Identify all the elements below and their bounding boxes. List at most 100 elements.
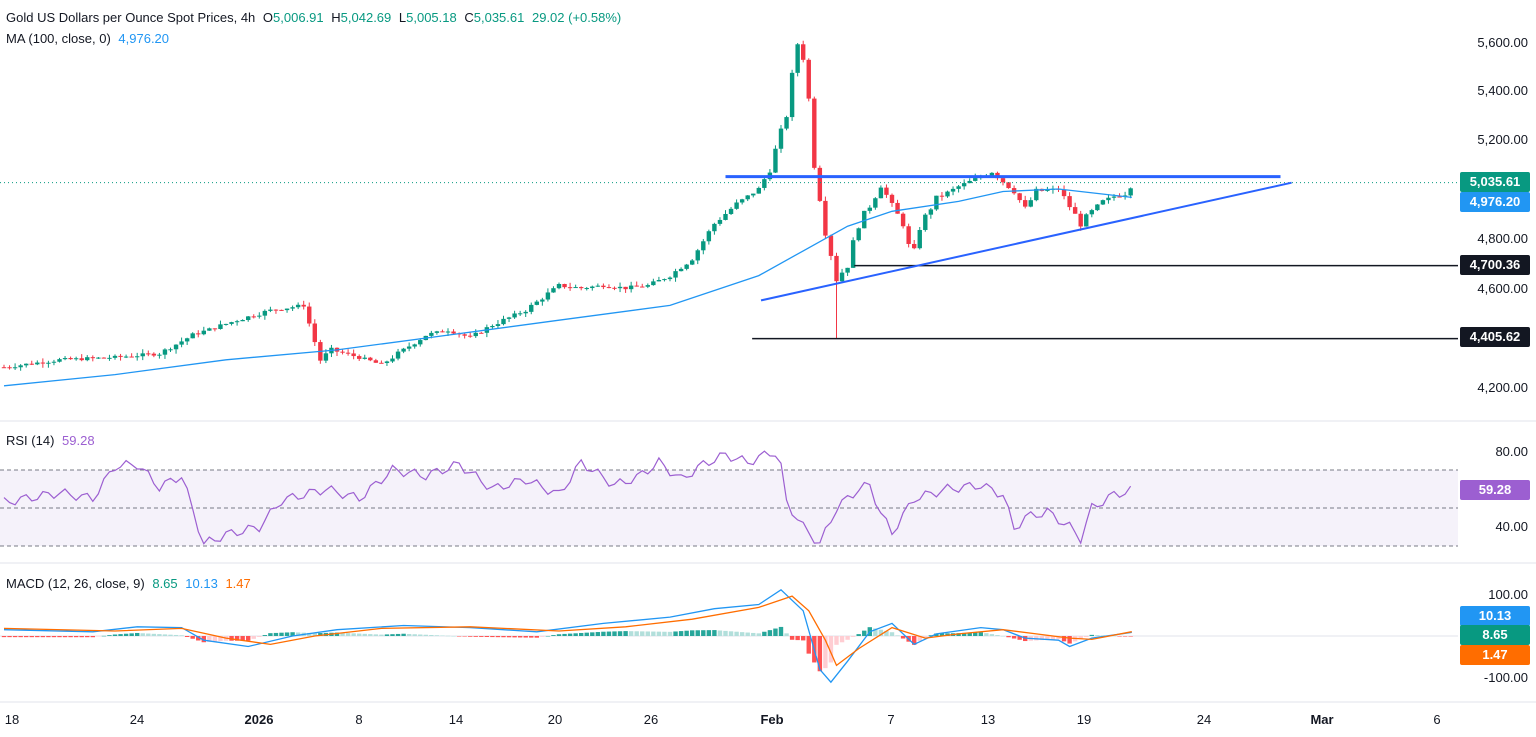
macd-histogram-bar bbox=[495, 636, 501, 638]
date-tick-26: 26 bbox=[643, 712, 659, 727]
candle bbox=[323, 349, 329, 364]
candle bbox=[90, 355, 95, 362]
candle-body bbox=[212, 328, 218, 330]
candle-body bbox=[151, 353, 157, 356]
macd-histogram-bar bbox=[1000, 636, 1006, 637]
macd-histogram-bar bbox=[384, 634, 390, 636]
date-tick-feb: Feb bbox=[760, 712, 784, 727]
macd-histogram-bar bbox=[401, 633, 406, 636]
candle bbox=[284, 308, 290, 313]
date-tick-14: 14 bbox=[448, 712, 464, 727]
macd-histogram-bar bbox=[723, 630, 728, 636]
candle-body bbox=[673, 271, 678, 278]
candle bbox=[939, 192, 945, 201]
macd-label: MACD (12, 26, close, 9) bbox=[6, 576, 145, 591]
macd-histogram-bar bbox=[473, 636, 478, 637]
candle-body bbox=[873, 198, 878, 208]
candle-body bbox=[24, 363, 29, 366]
candle bbox=[917, 226, 922, 250]
candle-body bbox=[68, 358, 73, 360]
candle bbox=[18, 364, 23, 371]
macd-histogram-bar bbox=[51, 636, 57, 638]
macd-histogram-bar bbox=[662, 631, 667, 636]
candle-body bbox=[1078, 213, 1083, 227]
candle-body bbox=[590, 286, 595, 289]
candle bbox=[778, 125, 784, 153]
macd-histogram-bar bbox=[778, 626, 784, 636]
candle-body bbox=[912, 243, 917, 249]
candle bbox=[262, 309, 268, 320]
macd-histogram-bar bbox=[617, 631, 623, 636]
candle bbox=[140, 349, 145, 361]
macd-histogram-bar bbox=[645, 631, 650, 636]
macd-hist-value: 1.47 bbox=[225, 576, 251, 591]
macd-histogram-bar bbox=[484, 636, 490, 637]
candle bbox=[412, 343, 417, 349]
candle bbox=[7, 365, 12, 370]
candle bbox=[695, 248, 700, 265]
candle bbox=[906, 223, 911, 248]
candle-body bbox=[1089, 210, 1094, 215]
candle-body bbox=[545, 292, 551, 300]
macd-histogram-bar bbox=[90, 636, 95, 638]
macd-histogram-bar bbox=[712, 630, 717, 636]
candle-body bbox=[268, 309, 273, 311]
candle bbox=[1034, 186, 1039, 202]
candle-body bbox=[950, 188, 956, 192]
candle bbox=[312, 319, 317, 347]
candle-body bbox=[906, 226, 911, 244]
candle-body bbox=[345, 352, 351, 354]
candle bbox=[701, 238, 706, 255]
candle-body bbox=[168, 349, 173, 351]
candle-body bbox=[1000, 178, 1006, 183]
macd-signal-badge: 10.13 bbox=[1460, 606, 1530, 626]
candle bbox=[612, 286, 617, 291]
candle-body bbox=[401, 348, 406, 352]
candle bbox=[357, 354, 362, 361]
macd-histogram-bar bbox=[295, 632, 301, 636]
candle-body bbox=[734, 202, 739, 209]
macd-histogram-bar bbox=[390, 634, 395, 636]
candle bbox=[190, 332, 195, 339]
candle-body bbox=[806, 59, 811, 99]
macd-histogram-bar bbox=[590, 632, 595, 636]
candle bbox=[251, 314, 256, 319]
candle-body bbox=[651, 281, 656, 286]
candle bbox=[1100, 199, 1106, 206]
macd-histogram-bar bbox=[862, 630, 867, 636]
macd-histogram-bar bbox=[967, 632, 972, 636]
macd-histogram-bar bbox=[562, 633, 567, 636]
candle bbox=[484, 324, 490, 338]
candle bbox=[479, 331, 484, 334]
candle bbox=[1072, 202, 1078, 214]
macd-histogram-bar bbox=[140, 633, 145, 636]
candle-body bbox=[490, 325, 495, 328]
macd-histogram-bar bbox=[262, 635, 268, 636]
price-tick-5400: 5,400.00 bbox=[1477, 83, 1528, 98]
candle-body bbox=[551, 288, 556, 293]
candle-body bbox=[373, 360, 379, 363]
candle-body bbox=[745, 195, 750, 200]
candle-body bbox=[1084, 214, 1089, 227]
candle bbox=[1000, 177, 1006, 186]
candle-body bbox=[706, 231, 712, 242]
candle-body bbox=[1061, 189, 1067, 197]
candle-body bbox=[1095, 204, 1100, 211]
candle bbox=[579, 286, 584, 291]
candle-body bbox=[340, 351, 345, 353]
macd-histogram-bar bbox=[684, 630, 689, 636]
macd-histogram-bar bbox=[784, 633, 789, 636]
macd-histogram-bar bbox=[601, 631, 606, 636]
macd-histogram-bar bbox=[651, 631, 656, 636]
candle bbox=[606, 284, 612, 289]
candle bbox=[1028, 197, 1033, 208]
candle bbox=[373, 358, 379, 363]
macd-histogram-bar bbox=[912, 636, 917, 645]
candle-body bbox=[523, 311, 528, 314]
candle-body bbox=[961, 183, 967, 187]
candle-body bbox=[617, 286, 623, 289]
macd-histogram-bar bbox=[123, 633, 129, 636]
date-tick-24: 24 bbox=[129, 712, 145, 727]
candle bbox=[473, 329, 478, 338]
